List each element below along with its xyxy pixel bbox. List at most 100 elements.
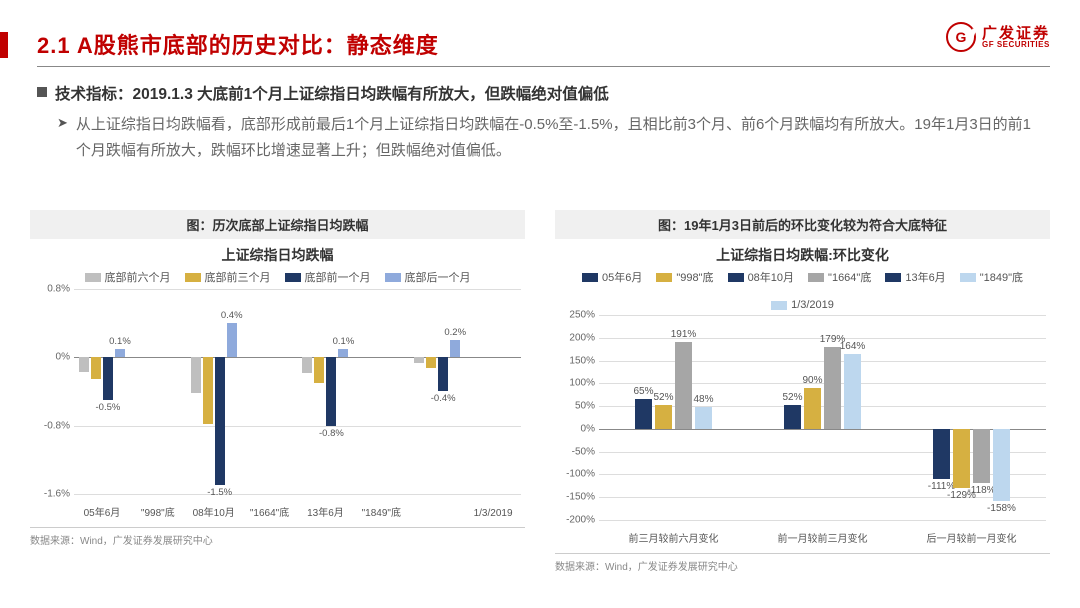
chart-left-source: 数据来源：Wind，广发证券发展研究中心 <box>30 527 525 547</box>
legend-item: 13年6月 <box>885 269 945 285</box>
header-rule <box>37 66 1050 67</box>
x-label: 前一月较前三月变化 <box>748 534 897 545</box>
chart-left-yaxis: 0.8%0%-0.8%-1.6% <box>30 289 74 494</box>
bullet-secondary-text: 从上证综指日均跌幅看，底部形成前最后1个月上证综指日均跌幅在-0.5%至-1.5… <box>76 112 1040 163</box>
x-label <box>409 508 465 519</box>
y-tick-label: -50% <box>572 446 595 457</box>
x-label: 前三月较前六月变化 <box>599 534 748 545</box>
bar: -111% <box>933 429 950 480</box>
legend-label: "998"底 <box>676 269 713 285</box>
y-tick-label: 50% <box>575 401 595 412</box>
x-label: 后一月较前一月变化 <box>897 534 1046 545</box>
legend-swatch <box>185 273 201 282</box>
legend-item: 底部前三个月 <box>185 269 271 285</box>
chart-right-yaxis: 250%200%150%100%50%0%-50%-100%-150%-200% <box>555 315 599 520</box>
y-tick-label: -200% <box>566 515 595 526</box>
chart-left-legend: 底部前六个月 底部前三个月 底部前一个月 底部后一个月 <box>30 269 525 285</box>
legend-swatch <box>885 273 901 282</box>
legend-label: 底部前三个月 <box>205 269 271 285</box>
bar-value-label: 0.2% <box>444 327 466 338</box>
chart-right-xlabels: 前三月较前六月变化前一月较前三月变化后一月较前一月变化 <box>599 534 1046 545</box>
bar-value-label: 0.1% <box>109 336 131 347</box>
bar-group: -0.4% 0.2% <box>409 289 465 494</box>
legend-swatch <box>771 301 787 310</box>
chart-right-source: 数据来源：Wind，广发证券发展研究中心 <box>555 553 1050 573</box>
legend-item: 底部前六个月 <box>85 269 171 285</box>
legend-label: "1664"底 <box>828 269 871 285</box>
y-tick-label: 150% <box>569 355 595 366</box>
bar-group <box>242 289 298 494</box>
gridline <box>74 494 521 495</box>
chart-left-xlabels: 05年6月"998"底08年10月"1664"底13年6月"1849"底1/3/… <box>74 508 521 519</box>
legend-item: 底部后一个月 <box>385 269 471 285</box>
bar-group <box>353 289 409 494</box>
chart-left-subtitle: 上证综指日均跌幅 <box>30 245 525 265</box>
x-label: "1849"底 <box>353 508 409 519</box>
legend-swatch <box>808 273 824 282</box>
legend-item: "1849"底 <box>960 269 1023 285</box>
chart-left-caption: 图：历次底部上证综指日均跌幅 <box>30 210 525 239</box>
charts-row: 图：历次底部上证综指日均跌幅 上证综指日均跌幅 底部前六个月 底部前三个月 底部前一… <box>30 210 1050 573</box>
x-label: 1/3/2019 <box>465 508 521 519</box>
bar: -129% <box>953 429 970 488</box>
legend-item: "1664"底 <box>808 269 871 285</box>
bar-group <box>465 289 521 494</box>
bar-value-label: 65% <box>633 386 653 397</box>
chart-left: 图：历次底部上证综指日均跌幅 上证综指日均跌幅 底部前六个月 底部前三个月 底部前一… <box>30 210 525 573</box>
y-tick-label: 100% <box>569 378 595 389</box>
bar: 164% <box>844 354 861 429</box>
x-label: 13年6月 <box>298 508 354 519</box>
bar: 0.1% <box>338 349 348 358</box>
bar-value-label: 52% <box>782 392 802 403</box>
logo-cn: 广发证券 <box>982 26 1050 41</box>
y-tick-label: -0.8% <box>44 420 70 431</box>
header: 2.1 A股熊市底部的历史对比：静态维度 <box>37 28 439 60</box>
bar <box>191 357 201 393</box>
chart-left-bars: -0.5%0.1%-1.5%0.4%-0.8%0.1%-0.4%0.2% <box>74 289 521 494</box>
chart-right-caption: 图：19年1月3日前后的环比变化较为符合大底特征 <box>555 210 1050 239</box>
gridline <box>599 520 1046 521</box>
bar-value-label: 90% <box>802 375 822 386</box>
square-bullet-icon <box>37 87 47 97</box>
logo-mark: G <box>946 22 976 52</box>
chart-left-plot: 0.8%0%-0.8%-1.6% -0.5%0.1%-1.5%0.4%-0.8%… <box>30 289 525 519</box>
legend-swatch <box>582 273 598 282</box>
bar-value-label: -0.5% <box>96 402 121 413</box>
bar-group: -111%-129%-118% -158% <box>897 315 1046 520</box>
accent-bar <box>0 32 8 58</box>
page-title: 2.1 A股熊市底部的历史对比：静态维度 <box>37 28 439 60</box>
bar: -0.8% <box>326 357 336 425</box>
legend-label: 05年6月 <box>602 269 642 285</box>
bar: 0.4% <box>227 323 237 357</box>
bar-value-label: -158% <box>987 503 1016 514</box>
legend-label: 底部前六个月 <box>105 269 171 285</box>
legend-swatch <box>285 273 301 282</box>
legend-item: 底部前一个月 <box>285 269 371 285</box>
bar-value-label: -0.4% <box>431 393 456 404</box>
bar: 179% <box>824 347 841 429</box>
legend-swatch <box>656 273 672 282</box>
bar-group: -0.5% 0.1% <box>74 289 130 494</box>
y-tick-label: -100% <box>566 469 595 480</box>
logo: G 广发证券 GF SECURITIES <box>946 22 1050 52</box>
bar <box>91 357 101 378</box>
y-tick-label: 0% <box>56 352 70 363</box>
legend-label: 底部前一个月 <box>305 269 371 285</box>
bullet-primary-body: 2019.1.3 大底前1个月上证综指日均跌幅有所放大，但跌幅绝对值偏低 <box>133 86 609 103</box>
bar: 65% <box>635 399 652 429</box>
bar-value-label: 191% <box>671 329 697 340</box>
y-tick-label: 0.8% <box>47 284 70 295</box>
bar: 0.1% <box>115 349 125 358</box>
y-tick-label: 250% <box>569 310 595 321</box>
bar <box>302 357 312 372</box>
legend-label: 底部后一个月 <box>405 269 471 285</box>
y-tick-label: -1.6% <box>44 489 70 500</box>
bar: -118% <box>973 429 990 483</box>
bar-value-label: -1.5% <box>207 487 232 498</box>
y-tick-label: -150% <box>566 492 595 503</box>
bar-value-label: -0.8% <box>319 428 344 439</box>
legend-item: 08年10月 <box>728 269 794 285</box>
bar-value-label: 164% <box>840 341 866 352</box>
arrow-bullet-icon: ➤ <box>57 115 68 163</box>
bar-value-label: 48% <box>693 394 713 405</box>
